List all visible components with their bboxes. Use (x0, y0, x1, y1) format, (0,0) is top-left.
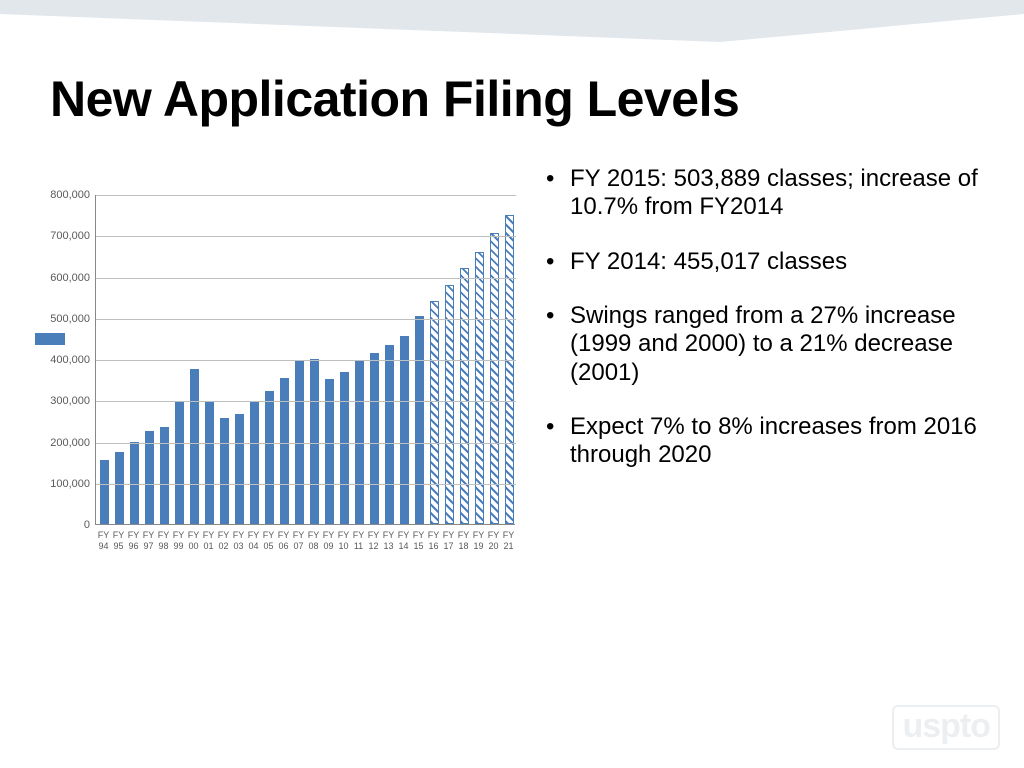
x-tick-label: FY19 (471, 530, 486, 552)
x-tick-label: FY00 (186, 530, 201, 552)
x-tick-label: FY13 (381, 530, 396, 552)
page-title: New Application Filing Levels (50, 70, 739, 128)
gridline (96, 195, 516, 196)
chart-stub-bar (35, 333, 65, 345)
bullet-item: FY 2015: 503,889 classes; increase of 10… (540, 165, 990, 222)
gridline (96, 443, 516, 444)
x-tick-label: FY95 (111, 530, 126, 552)
bullet-list: FY 2015: 503,889 classes; increase of 10… (540, 165, 990, 496)
bar-06 (280, 378, 289, 524)
gridline (96, 319, 516, 320)
bar-95 (115, 452, 124, 524)
bar-10 (340, 372, 349, 524)
x-tick-label: FY12 (366, 530, 381, 552)
bar-97 (145, 431, 154, 524)
x-tick-label: FY17 (441, 530, 456, 552)
y-tick-label: 300,000 (30, 395, 90, 407)
bar-04 (250, 401, 259, 524)
bar-96 (130, 442, 139, 525)
filing-levels-chart: 0100,000200,000300,000400,000500,000600,… (35, 185, 525, 585)
gridline (96, 278, 516, 279)
bar-99 (175, 402, 184, 524)
bar-15 (415, 316, 424, 524)
x-tick-label: FY08 (306, 530, 321, 552)
uspto-watermark: uspto (892, 705, 1000, 750)
bar-12 (370, 353, 379, 524)
bar-16 (430, 301, 439, 524)
x-tick-label: FY97 (141, 530, 156, 552)
y-tick-label: 100,000 (30, 478, 90, 490)
bar-05 (265, 391, 274, 524)
y-tick-label: 400,000 (30, 354, 90, 366)
bar-03 (235, 414, 244, 524)
x-tick-label: FY05 (261, 530, 276, 552)
gridline (96, 236, 516, 237)
bar-17 (445, 285, 454, 524)
x-tick-label: FY98 (156, 530, 171, 552)
bar-18 (460, 268, 469, 524)
x-tick-label: FY20 (486, 530, 501, 552)
slide: New Application Filing Levels 0100,00020… (0, 0, 1024, 768)
x-tick-label: FY21 (501, 530, 516, 552)
bar-21 (505, 215, 514, 524)
x-tick-label: FY18 (456, 530, 471, 552)
x-tick-label: FY04 (246, 530, 261, 552)
x-tick-label: FY02 (216, 530, 231, 552)
x-tick-label: FY07 (291, 530, 306, 552)
bar-14 (400, 336, 409, 524)
y-tick-label: 600,000 (30, 272, 90, 284)
x-tick-label: FY94 (96, 530, 111, 552)
bar-02 (220, 418, 229, 524)
gridline (96, 484, 516, 485)
x-tick-label: FY96 (126, 530, 141, 552)
x-labels: FY94FY95FY96FY97FY98FY99FY00FY01FY02FY03… (95, 530, 515, 570)
plot-area: 0100,000200,000300,000400,000500,000600,… (95, 195, 515, 525)
x-tick-label: FY01 (201, 530, 216, 552)
x-tick-label: FY03 (231, 530, 246, 552)
x-tick-label: FY09 (321, 530, 336, 552)
x-tick-label: FY14 (396, 530, 411, 552)
bar-00 (190, 369, 199, 524)
x-tick-label: FY06 (276, 530, 291, 552)
y-tick-label: 0 (30, 519, 90, 531)
bullet-item: Swings ranged from a 27% increase (1999 … (540, 302, 990, 387)
gridline (96, 401, 516, 402)
bar-13 (385, 345, 394, 524)
y-tick-label: 700,000 (30, 230, 90, 242)
bullet-item: FY 2014: 455,017 classes (540, 248, 990, 276)
x-tick-label: FY16 (426, 530, 441, 552)
bars-container (96, 194, 516, 524)
x-tick-label: FY15 (411, 530, 426, 552)
x-tick-label: FY11 (351, 530, 366, 552)
y-tick-label: 800,000 (30, 189, 90, 201)
header-strip (0, 0, 1024, 50)
x-tick-label: FY10 (336, 530, 351, 552)
gridline (96, 360, 516, 361)
bar-94 (100, 460, 109, 524)
bar-08 (310, 359, 319, 524)
y-tick-label: 500,000 (30, 313, 90, 325)
x-tick-label: FY99 (171, 530, 186, 552)
bar-01 (205, 402, 214, 524)
y-tick-label: 200,000 (30, 437, 90, 449)
bullet-item: Expect 7% to 8% increases from 2016 thro… (540, 413, 990, 470)
